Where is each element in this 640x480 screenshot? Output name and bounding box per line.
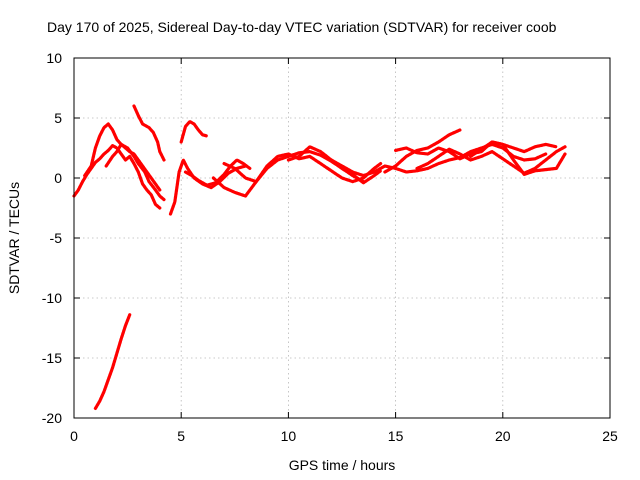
series-line-sat-n [415, 145, 567, 175]
x-tick-label: 15 [388, 428, 404, 444]
series-line-sat-f [179, 119, 209, 144]
y-tick-label: -15 [42, 350, 62, 366]
x-tick-label: 10 [281, 428, 297, 444]
data-series [72, 104, 567, 410]
y-tick-label: 0 [54, 170, 62, 186]
grid [74, 58, 610, 418]
x-tick-label: 5 [177, 428, 185, 444]
series-line-sat-o [469, 140, 567, 176]
y-axis-label: SDTVAR / TECUs [6, 182, 22, 294]
y-tick-label: 10 [46, 50, 62, 66]
y-tick-label: -5 [50, 230, 63, 246]
x-axis-label: GPS time / hours [289, 457, 396, 473]
y-tick-labels: -20 -15 -10 -5 0 5 10 [42, 50, 62, 426]
y-tick-label: -10 [42, 290, 62, 306]
series-line-sat-c [104, 142, 166, 202]
x-tick-labels: 0 5 10 15 20 25 [70, 428, 618, 444]
axis-ticks [73, 57, 611, 419]
series-line-sat-d [132, 104, 166, 162]
chart-title: Day 170 of 2025, Sidereal Day-to-day VTE… [47, 19, 557, 35]
series-line-sat-p [93, 313, 132, 410]
x-tick-label: 25 [602, 428, 618, 444]
series-line-sat-l [383, 128, 462, 174]
series-line-sat-g [183, 158, 252, 187]
x-tick-label: 0 [70, 428, 78, 444]
y-tick-label: -20 [42, 410, 62, 426]
x-tick-label: 20 [495, 428, 511, 444]
y-tick-label: 5 [54, 110, 62, 126]
series-line-sat-h [211, 152, 383, 198]
